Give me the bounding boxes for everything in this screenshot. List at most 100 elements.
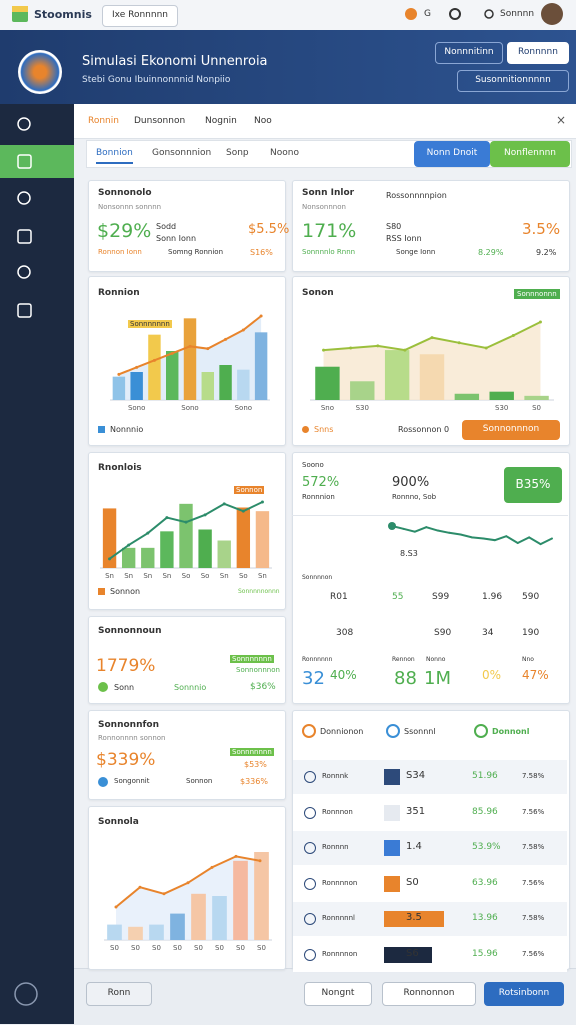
notif-icon [405, 8, 417, 20]
header-button[interactable]: Nonnnitinn [435, 42, 503, 64]
stat-label: Rennon [392, 656, 415, 663]
point [259, 314, 263, 318]
row-block [384, 804, 400, 821]
kpi-badge: Sonnnnnnn [230, 655, 274, 663]
row-icon [304, 806, 316, 819]
sidebar-active[interactable] [0, 145, 74, 178]
brand: Stoomnis [34, 8, 92, 21]
footer-button[interactable]: Ronnonnon [382, 982, 476, 1006]
footer-button[interactable]: Rotsinbonn [484, 982, 564, 1006]
header-button[interactable]: Ronnnnn [507, 42, 569, 64]
point [117, 372, 121, 376]
subtab[interactable]: Bonnion [96, 148, 133, 164]
kpi-label: Sonnnio [174, 683, 207, 692]
row-percent: 7.58% [522, 772, 545, 780]
point [108, 557, 112, 561]
kpi-badge: Sonnnnnnn [230, 748, 274, 756]
subtab[interactable]: Gonsonnnion [152, 148, 212, 158]
spark-label: 8.S3 [400, 549, 418, 558]
sidebar [0, 104, 74, 1024]
footer-button[interactable]: Ronn [86, 982, 152, 1006]
x-label: Sono [181, 404, 198, 412]
nav-icon [17, 303, 32, 318]
chart-button[interactable]: Sonnonnnon [462, 420, 560, 440]
tab[interactable]: Noo [254, 116, 272, 126]
bar [217, 540, 231, 568]
bar [350, 381, 375, 400]
close[interactable]: × [556, 113, 567, 127]
point [241, 328, 245, 332]
tab[interactable]: Ronnin [88, 116, 119, 126]
kpi-foot: Songe Ionn [396, 248, 436, 256]
action-button[interactable]: Nonflennnn [490, 141, 570, 167]
nav-icon [17, 229, 32, 244]
header-button[interactable]: Susonnitionnnnn [457, 70, 569, 92]
point [260, 500, 264, 504]
bar [179, 503, 193, 568]
x-label: Sono [235, 404, 252, 412]
x-label: Sn [162, 572, 171, 580]
x-label: S30 [356, 404, 369, 412]
row-percent: 7.56% [522, 807, 545, 816]
footer-button[interactable]: Nongnt [304, 982, 372, 1006]
card-subtitle: Nonsonnnon [302, 203, 346, 211]
bar [236, 507, 251, 568]
icon-label: G [424, 9, 431, 19]
row-value: S0 [406, 876, 419, 888]
table-header: Donnonl [492, 727, 530, 736]
stat-button[interactable]: B35% [504, 467, 562, 503]
sparkline [391, 525, 553, 546]
header-icon [474, 724, 488, 738]
point [349, 346, 353, 350]
sidebar-icons [17, 117, 32, 318]
bar [166, 351, 179, 400]
nav-icon [17, 154, 32, 169]
chart-note: Sonnnnnonnn [238, 588, 280, 595]
tab-row [74, 104, 576, 139]
x-label: Sn [124, 572, 133, 580]
point [146, 531, 150, 535]
point [482, 537, 485, 540]
legend: Snns [314, 425, 334, 434]
tab[interactable]: Dunsonnon [134, 116, 186, 126]
table-row [293, 831, 567, 865]
search-button[interactable]: Ixe Ronnnnn [102, 5, 178, 27]
point [206, 347, 210, 351]
row-name: Ronnnon [322, 807, 353, 816]
subtab[interactable]: Noono [270, 148, 299, 158]
chart: Sono Sono Sono [110, 314, 270, 412]
bar [524, 395, 549, 400]
legend-swatch [302, 426, 309, 433]
chart: S0 S0 S0 S0 S0 S0 S0 S0 [104, 852, 272, 952]
bar [254, 332, 268, 400]
table-header: Ssonnnl [404, 727, 436, 736]
bar [183, 318, 197, 400]
subtab[interactable]: Sonp [226, 148, 249, 158]
row-number: 53.9% [472, 842, 501, 852]
stat-cell: S90 [434, 628, 452, 638]
x-label: S0 [131, 944, 140, 952]
card-title: Sonon [302, 288, 334, 298]
point [388, 522, 396, 530]
x-label: So [239, 572, 248, 580]
row-name: Ronnnnon [322, 949, 358, 958]
kpi-card [292, 180, 570, 272]
toggle-icon [484, 9, 494, 19]
point [484, 346, 488, 350]
bar [198, 529, 212, 568]
bar [112, 376, 126, 400]
bar [384, 350, 410, 400]
kpi-badge: Sonnonnnon [236, 666, 280, 674]
stat-label: Soono [302, 461, 324, 469]
brand-icon-top [12, 6, 28, 12]
kpi-label: RSS Ionn [386, 234, 422, 243]
point [516, 542, 519, 544]
x-label: So [182, 572, 191, 580]
chart-badge: Sonnon [234, 486, 265, 494]
bar [219, 365, 232, 400]
tab[interactable]: Nognin [205, 116, 237, 126]
header-icon [386, 724, 400, 738]
action-button[interactable]: Nonn Dnoit [414, 141, 490, 167]
bar [121, 547, 136, 568]
kpi-change: 3.5% [522, 220, 561, 238]
